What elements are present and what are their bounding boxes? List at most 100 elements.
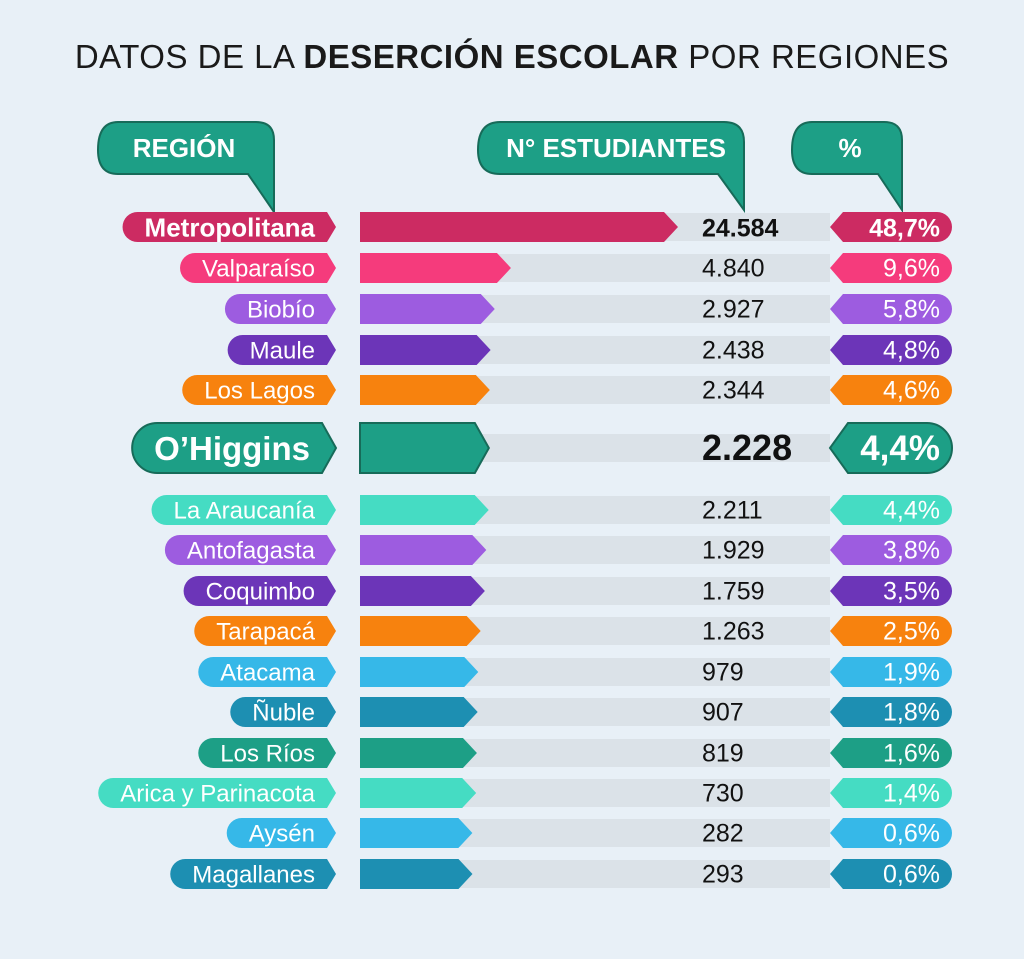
header-region-label: REGIÓN: [133, 133, 236, 163]
title-suffix: POR REGIONES: [688, 38, 950, 75]
bar: [360, 738, 477, 768]
region-label: Magallanes: [192, 862, 315, 889]
bar: [360, 375, 490, 405]
bar: [360, 616, 481, 646]
region-label: Tarapacá: [216, 619, 315, 646]
bar: [360, 294, 495, 324]
percent-pill: [830, 697, 952, 727]
header-students: N° ESTUDIANTES: [476, 121, 745, 214]
header-students-label: N° ESTUDIANTES: [506, 133, 726, 163]
percent-pill: [830, 335, 952, 365]
region-pill: [122, 212, 337, 242]
percent-pill: [830, 375, 952, 405]
region-pill: [198, 657, 336, 687]
chart-title: DATOS DE LA DESERCIÓN ESCOLAR POR REGION…: [0, 38, 1024, 76]
value-label: 819: [702, 740, 744, 768]
percent-pill: [830, 738, 952, 768]
region-label: Coquimbo: [206, 579, 315, 606]
percent-pill: [830, 495, 952, 525]
region-label: O’Higgins: [154, 430, 310, 467]
region-pill: [224, 294, 336, 324]
percent-pill: [830, 818, 952, 848]
value-label: 1.263: [702, 618, 765, 646]
percent-label: 4,4%: [860, 429, 940, 468]
chart-rows: Metropolitana 24.584 48,7% Valparaíso 4.840 9…: [98, 212, 953, 889]
region-pill: [131, 422, 338, 474]
region-label: Antofagasta: [187, 538, 316, 565]
region-label: Aysén: [249, 821, 315, 848]
region-pill: [151, 495, 336, 525]
region-pill: [182, 375, 336, 405]
percent-pill: [830, 859, 952, 889]
region-pill: [198, 738, 336, 768]
region-label: Maule: [250, 338, 315, 365]
value-label: 4.840: [702, 255, 765, 283]
percent-label: 1,9%: [883, 659, 940, 687]
percent-pill: [830, 576, 952, 606]
value-label: 293: [702, 861, 744, 889]
region-pill: [227, 335, 336, 365]
percent-label: 0,6%: [883, 820, 940, 848]
bar: [360, 495, 489, 525]
bar: [360, 657, 479, 687]
bar: [360, 253, 511, 283]
bar: [360, 212, 678, 242]
bar: [360, 535, 487, 565]
region-pill: [183, 576, 336, 606]
region-label: Los Lagos: [204, 378, 315, 405]
value-label: 282: [702, 820, 744, 848]
region-label: Arica y Parinacota: [120, 781, 315, 808]
value-label: 24.584: [702, 214, 779, 242]
percent-pill: [830, 253, 952, 283]
percent-pill: [830, 657, 952, 687]
percent-label: 4,8%: [883, 337, 940, 365]
bar: [360, 335, 491, 365]
value-label: 2.438: [702, 337, 765, 365]
region-label: La Araucanía: [174, 498, 316, 525]
region-pill: [226, 818, 336, 848]
bar: [359, 422, 490, 474]
region-pill: [170, 859, 336, 889]
region-label: Ñuble: [252, 700, 315, 727]
bar: [360, 778, 477, 808]
bar: [360, 697, 478, 727]
bar: [360, 576, 485, 606]
bar: [360, 859, 473, 889]
value-label: 2.344: [702, 377, 765, 405]
percent-pill: [830, 294, 952, 324]
value-label: 1.759: [702, 578, 765, 606]
percent-label: 3,5%: [883, 578, 940, 606]
value-label: 2.228: [702, 427, 792, 468]
region-label: Valparaíso: [202, 256, 315, 283]
value-label: 730: [702, 780, 744, 808]
percent-pill: [830, 778, 952, 808]
percent-pill: [828, 422, 953, 474]
region-pill: [164, 535, 336, 565]
region-pill: [98, 778, 337, 808]
percent-label: 1,6%: [883, 740, 940, 768]
value-label: 2.211: [702, 497, 763, 525]
region-label: Metropolitana: [145, 212, 316, 242]
region-pill: [194, 616, 336, 646]
percent-label: 4,4%: [883, 497, 940, 525]
region-label: Los Ríos: [220, 741, 315, 768]
header-region: REGIÓN: [96, 121, 275, 216]
percent-label: 1,8%: [883, 699, 940, 727]
percent-label: 5,8%: [883, 296, 940, 324]
region-label: Biobío: [247, 297, 315, 324]
value-label: 907: [702, 699, 744, 727]
region-label: Atacama: [220, 660, 315, 687]
percent-label: 3,8%: [883, 537, 940, 565]
percent-label: 0,6%: [883, 861, 940, 889]
title-prefix: DATOS DE LA: [74, 38, 294, 75]
header-percent: %: [790, 121, 903, 214]
value-label: 1.929: [702, 537, 765, 565]
value-label: 979: [702, 659, 744, 687]
percent-label: 48,7%: [869, 214, 940, 242]
title-bold: DESERCIÓN ESCOLAR: [303, 38, 679, 75]
percent-label: 1,4%: [883, 780, 940, 808]
value-label: 2.927: [702, 296, 765, 324]
percent-pill: [830, 535, 952, 565]
percent-pill: [830, 616, 952, 646]
